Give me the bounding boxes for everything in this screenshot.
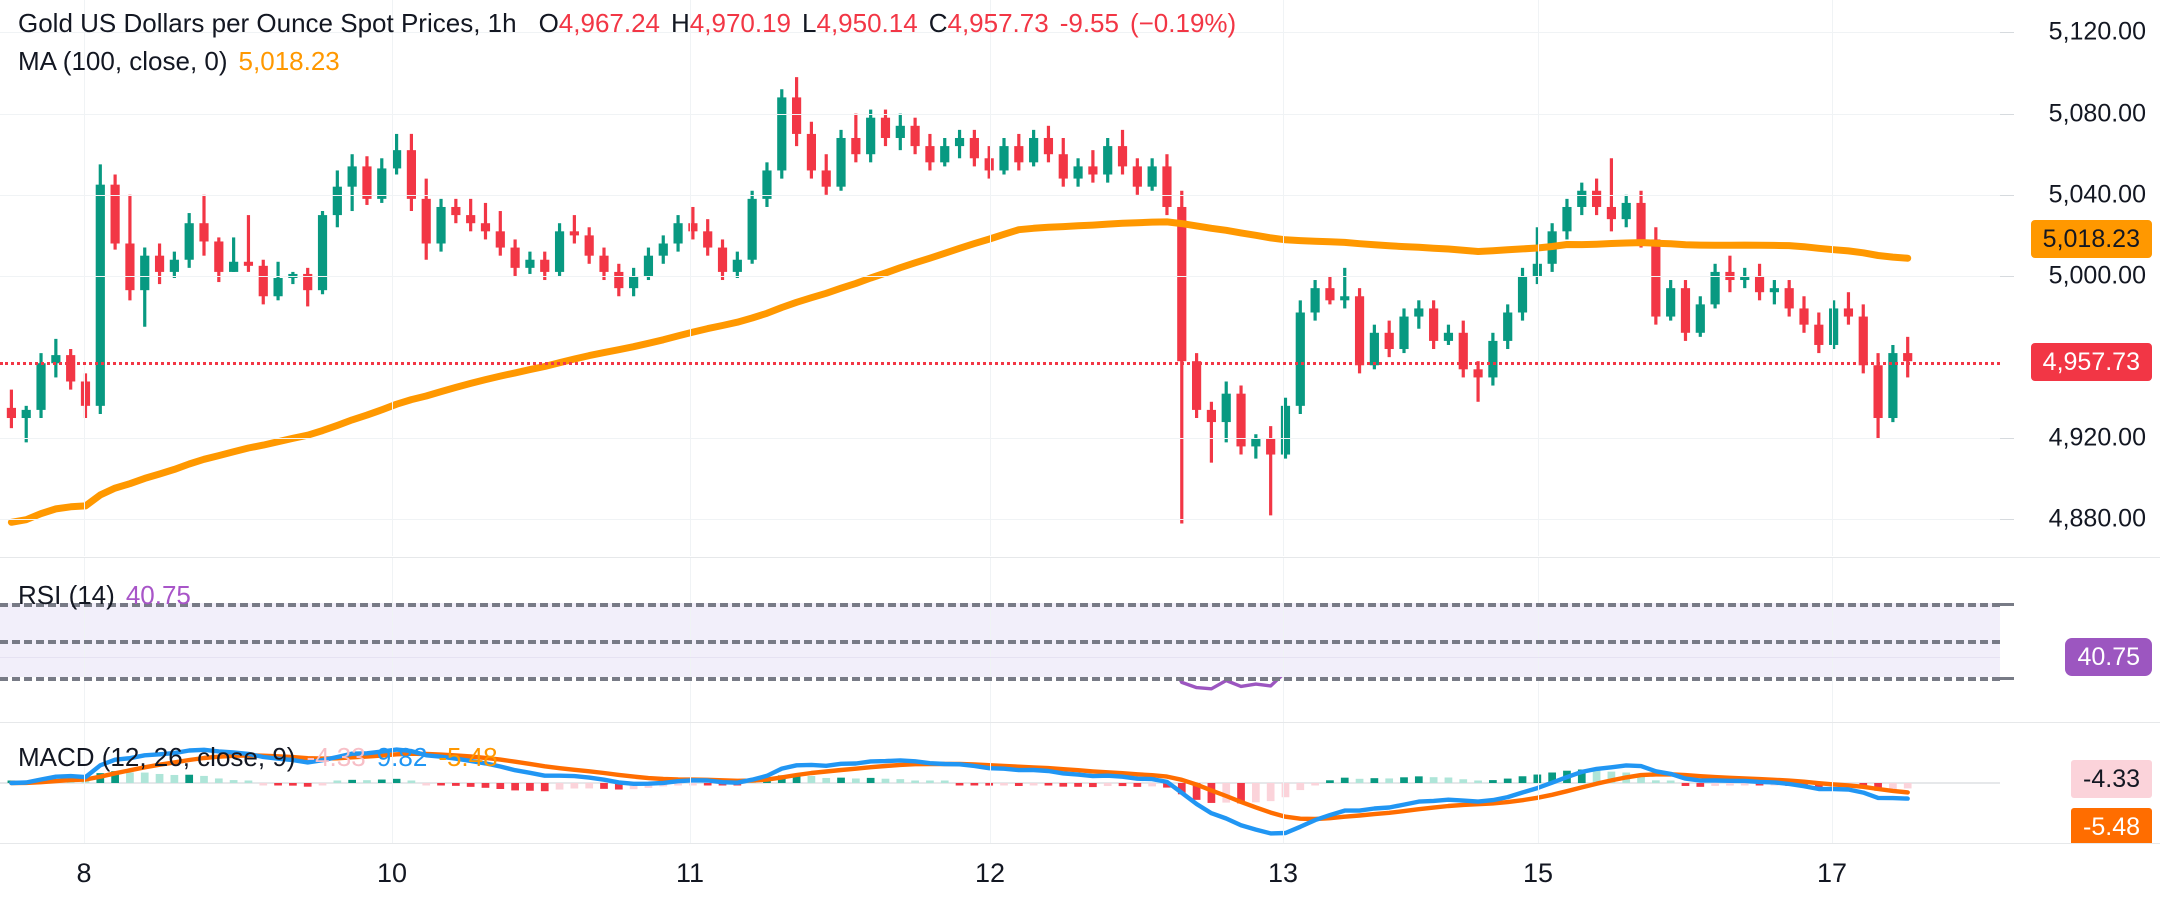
vertical-gridline: [84, 0, 85, 556]
vertical-gridline: [690, 723, 691, 843]
vertical-gridline: [392, 723, 393, 843]
price-axis-tick: [2000, 32, 2014, 34]
time-axis-label: 10: [376, 858, 408, 888]
rsi-level-line-50: [0, 640, 2000, 644]
rsi-level-line-70: [0, 602, 2000, 607]
price-axis-label: 5,080.00: [2048, 99, 2146, 128]
price-axis-label: 4,920.00: [2048, 423, 2146, 452]
macd-svg: [0, 747, 2000, 836]
last-price-badge[interactable]: 4,957.73: [2030, 342, 2152, 381]
macd-signal-badge[interactable]: -5.48: [2071, 808, 2152, 846]
time-axis[interactable]: 8 10 11 12 13 15 17: [0, 843, 2160, 903]
last-price-line: [0, 361, 2000, 365]
rsi-axis[interactable]: 40.75: [2000, 558, 2160, 722]
price-axis-tick: [2000, 113, 2014, 115]
rsi-level-line-30: [0, 677, 2000, 682]
time-axis-label: 12: [974, 858, 1006, 888]
vertical-gridline: [392, 0, 393, 556]
vertical-gridline: [1832, 0, 1833, 556]
price-axis-label: 4,880.00: [2048, 504, 2146, 533]
macd-pane[interactable]: -4.33 -5.48 MACD (12, 26, close, 9) -4.33 9…: [0, 722, 2160, 846]
vertical-gridline: [990, 0, 991, 556]
vertical-gridline: [84, 723, 85, 843]
rsi-baseline: [0, 656, 2000, 658]
rsi-pane[interactable]: 40.75 RSI (14) 40.75: [0, 557, 2160, 722]
horizontal-gridline: [0, 438, 2000, 440]
vertical-gridline: [990, 723, 991, 843]
price-axis-tick: [2000, 438, 2014, 440]
vertical-gridline: [690, 0, 691, 556]
horizontal-gridline: [0, 113, 2000, 115]
rsi-value-badge[interactable]: 40.75: [2065, 638, 2152, 677]
vertical-gridline: [1832, 723, 1833, 843]
vertical-gridline: [1283, 723, 1284, 843]
rsi-plot-area[interactable]: [0, 558, 2000, 722]
price-pane[interactable]: 5,120.00 5,080.00 5,040.00 5,000.00 4,920.00…: [0, 0, 2160, 556]
price-axis-label: 5,120.00: [2048, 17, 2146, 46]
macd-axis[interactable]: -4.33 -5.48: [2000, 723, 2160, 846]
macd-plot-area[interactable]: [0, 723, 2000, 843]
horizontal-gridline: [0, 194, 2000, 196]
price-axis[interactable]: 5,120.00 5,080.00 5,040.00 5,000.00 4,920.00…: [2000, 0, 2160, 556]
time-axis-label: 11: [675, 858, 705, 888]
vertical-gridline: [1538, 0, 1539, 556]
horizontal-gridline: [0, 32, 2000, 34]
rsi-axis-tick: [2000, 677, 2014, 681]
vertical-gridline: [1283, 0, 1284, 556]
price-candles-svg: [6, 77, 1913, 526]
price-plot-area[interactable]: [0, 0, 2000, 556]
price-axis-tick: [2000, 194, 2014, 196]
time-axis-label: 13: [1267, 858, 1299, 888]
price-axis-label: 5,040.00: [2048, 180, 2146, 209]
rsi-band: [0, 602, 2000, 678]
time-axis-label: 17: [1816, 858, 1848, 888]
macd-hist-badge[interactable]: -4.33: [2071, 760, 2152, 798]
time-axis-label: 8: [76, 858, 92, 888]
horizontal-gridline: [0, 519, 2000, 521]
ma-price-badge[interactable]: 5,018.23: [2030, 219, 2152, 258]
price-axis-label: 5,000.00: [2048, 261, 2146, 290]
time-axis-label: 15: [1522, 858, 1554, 888]
price-axis-tick: [2000, 519, 2014, 521]
horizontal-gridline: [0, 275, 2000, 277]
vertical-gridline: [1538, 723, 1539, 843]
price-axis-tick: [2000, 275, 2014, 277]
rsi-axis-tick: [2000, 602, 2014, 606]
